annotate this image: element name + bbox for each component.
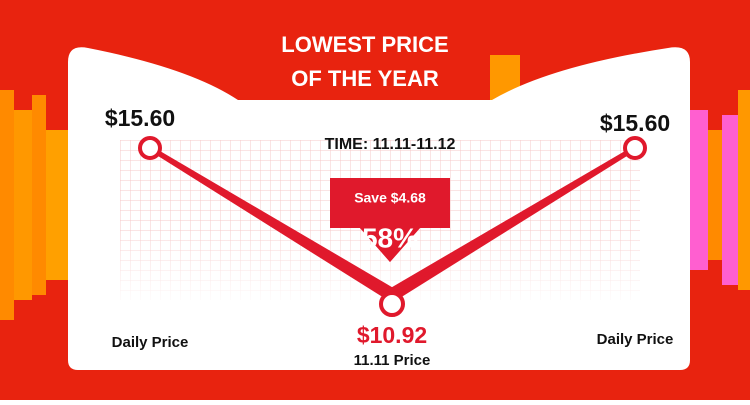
price-caption: Daily Price: [112, 334, 189, 351]
price-label: $10.92: [357, 322, 427, 348]
save-text: Save $4.68: [354, 190, 426, 206]
price-label: $15.60: [105, 105, 175, 131]
price-label: $15.60: [600, 110, 670, 136]
price-point: [379, 291, 405, 317]
title-line: OF THE YEAR: [291, 66, 439, 91]
title-line: LOWEST PRICE: [281, 32, 448, 57]
left-stripes: [0, 90, 68, 320]
price-caption: Daily Price: [597, 331, 674, 348]
save-arrow: [330, 178, 450, 262]
percent-text: 58%: [362, 222, 418, 253]
price-point: [623, 136, 647, 160]
price-caption: 11.11 Price: [354, 352, 431, 369]
time-label: TIME: 11.11-11.12: [325, 136, 456, 153]
price-point: [138, 136, 162, 160]
